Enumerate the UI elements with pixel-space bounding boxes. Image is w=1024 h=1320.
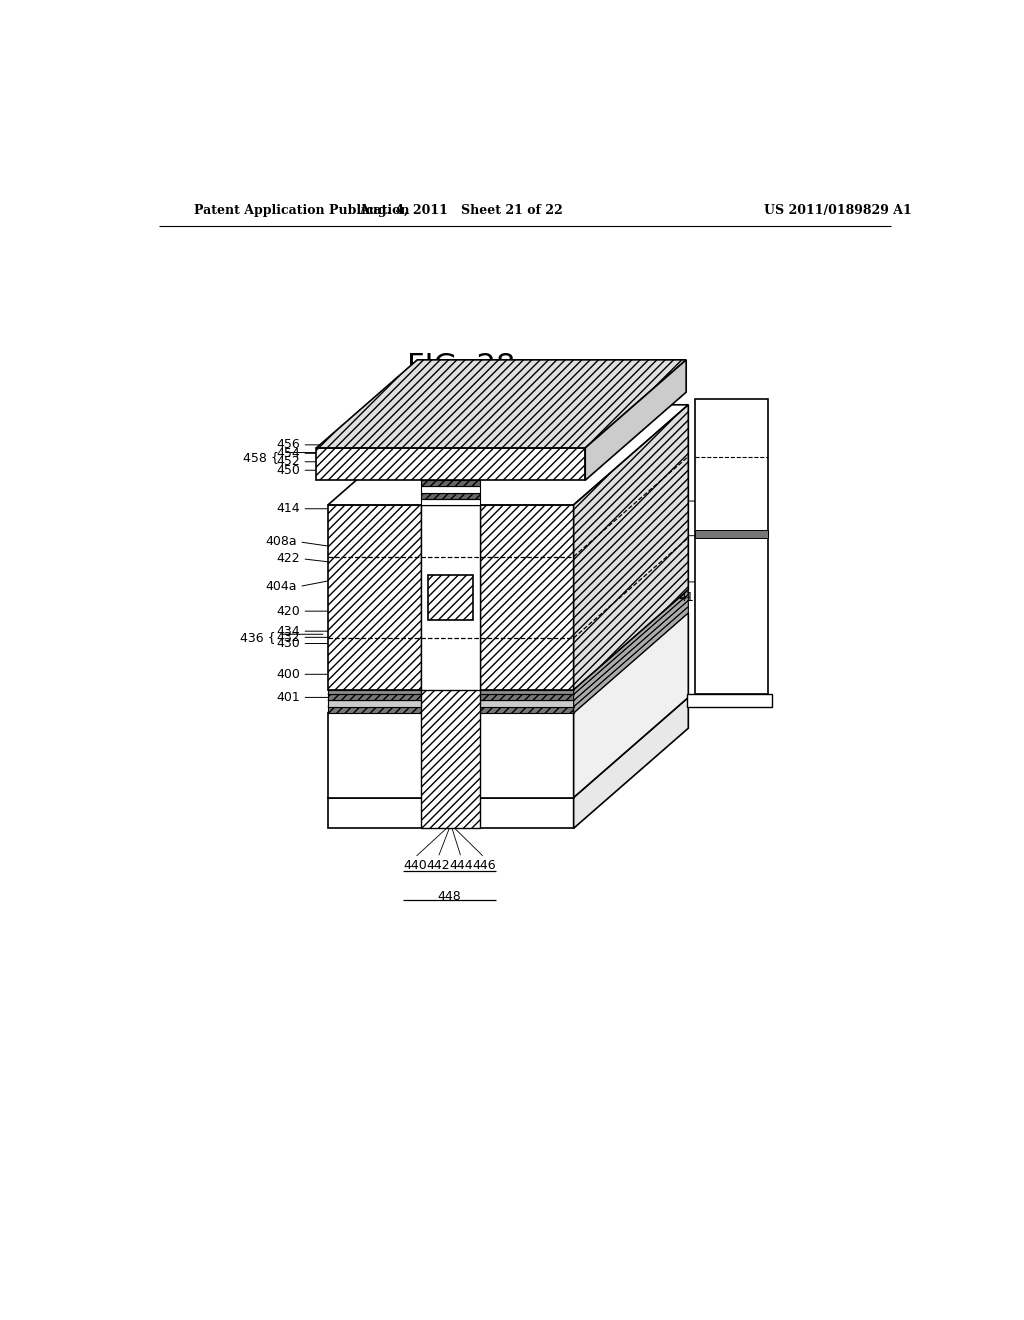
Polygon shape (573, 601, 688, 706)
Text: Aug. 4, 2011   Sheet 21 of 22: Aug. 4, 2011 Sheet 21 of 22 (359, 205, 563, 218)
Polygon shape (316, 360, 686, 447)
Text: 456: 456 (276, 438, 300, 451)
Polygon shape (421, 506, 480, 689)
Polygon shape (328, 797, 573, 829)
Polygon shape (586, 360, 686, 480)
Text: 404a: 404a (265, 579, 297, 593)
Polygon shape (421, 487, 480, 492)
Polygon shape (328, 405, 688, 506)
Text: 422: 422 (276, 552, 300, 565)
Polygon shape (328, 706, 573, 713)
Polygon shape (328, 594, 688, 694)
Text: US 2011/0189829 A1: US 2011/0189829 A1 (764, 205, 911, 218)
Text: 416c: 416c (630, 495, 660, 508)
Polygon shape (573, 590, 688, 694)
Polygon shape (694, 399, 768, 693)
Text: 410: 410 (678, 591, 702, 603)
Polygon shape (328, 697, 688, 797)
Polygon shape (328, 689, 573, 694)
Polygon shape (328, 601, 688, 701)
Polygon shape (694, 531, 768, 537)
Text: 414: 414 (276, 502, 300, 515)
Polygon shape (573, 594, 688, 701)
Text: 448: 448 (437, 890, 462, 903)
Polygon shape (687, 693, 772, 708)
Text: 436 {: 436 { (240, 631, 275, 644)
Text: 458 {: 458 { (244, 450, 280, 463)
Text: 401: 401 (276, 690, 300, 704)
Text: 416b: 416b (630, 529, 662, 543)
Polygon shape (573, 607, 688, 713)
Polygon shape (421, 480, 480, 487)
Text: 400: 400 (276, 668, 300, 681)
Text: 450: 450 (276, 463, 300, 477)
Polygon shape (421, 492, 480, 499)
Polygon shape (421, 499, 480, 506)
Polygon shape (328, 590, 688, 689)
Polygon shape (328, 694, 573, 701)
Polygon shape (328, 506, 573, 689)
Text: 452: 452 (276, 455, 300, 469)
Text: 434: 434 (276, 624, 300, 638)
Text: 416a: 416a (630, 576, 662, 589)
Polygon shape (421, 506, 480, 829)
Text: 430: 430 (276, 638, 300, 649)
Polygon shape (573, 612, 688, 797)
Polygon shape (328, 612, 688, 713)
Polygon shape (573, 405, 688, 689)
Text: 444: 444 (450, 859, 473, 873)
Polygon shape (316, 447, 586, 480)
Polygon shape (328, 701, 573, 706)
Text: 440: 440 (402, 859, 427, 873)
Polygon shape (328, 607, 688, 706)
Polygon shape (573, 697, 688, 829)
Text: 442: 442 (426, 859, 450, 873)
Text: 446: 446 (473, 859, 497, 873)
Text: 420: 420 (276, 605, 300, 618)
Text: 408a: 408a (265, 536, 297, 548)
Text: 454: 454 (276, 446, 300, 459)
Text: Patent Application Publication: Patent Application Publication (194, 205, 410, 218)
Polygon shape (428, 576, 473, 619)
Text: 432: 432 (276, 631, 300, 644)
Polygon shape (328, 713, 573, 797)
Text: 401: 401 (729, 445, 753, 458)
Text: FIG. 28: FIG. 28 (408, 352, 515, 380)
